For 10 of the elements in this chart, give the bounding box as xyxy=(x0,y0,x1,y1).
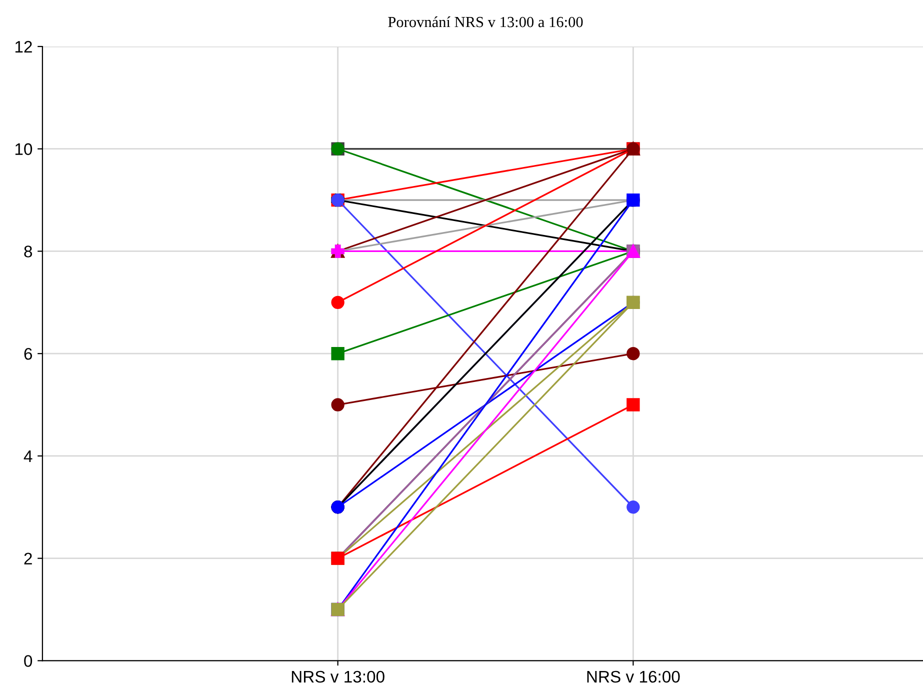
y-tick-label: 12 xyxy=(15,40,32,53)
x-tick-label: NRS v 13:00 xyxy=(292,670,384,683)
chart-title: Porovnání NRS v 13:00 a 16:00 xyxy=(388,16,583,28)
y-tick-label: 2 xyxy=(24,552,32,564)
y-tick-label: 8 xyxy=(24,246,32,258)
x-tick-label: NRS v 16:00 xyxy=(587,670,680,683)
y-tick-label: 10 xyxy=(15,143,32,156)
y-tick-label: 0 xyxy=(24,655,32,667)
y-tick-label: 4 xyxy=(24,450,32,462)
y-tick-label: 6 xyxy=(24,348,32,360)
